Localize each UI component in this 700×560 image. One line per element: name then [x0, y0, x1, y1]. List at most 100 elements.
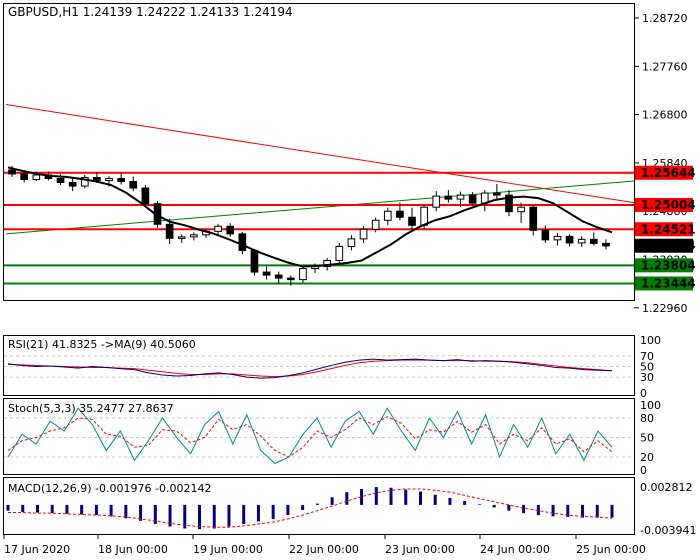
candle-bull: [420, 206, 428, 226]
trendline-up: [5, 180, 635, 235]
candle-bear: [117, 177, 125, 183]
stoch-axis-label: 80: [640, 412, 654, 425]
candle-bear: [589, 238, 598, 244]
candle-bull: [456, 194, 465, 200]
rsi-axis-label: 0: [640, 387, 647, 400]
candle-bear: [274, 274, 283, 279]
candle-bear: [141, 187, 150, 205]
candle-bear: [408, 216, 416, 226]
stoch-label: Stoch(5,3,3) 35.2477 27.8637: [8, 402, 174, 415]
candle-bull: [347, 238, 356, 247]
candle-bull: [577, 238, 586, 244]
candle-bear: [286, 277, 295, 281]
support-level-tag: [635, 276, 693, 291]
resistance-level-label: 1.25644: [641, 166, 696, 180]
resistance-level-label: 1.25004: [641, 198, 696, 212]
candle-bear: [226, 225, 235, 235]
time-tick-label: 23 Jun 00:00: [385, 543, 455, 556]
candle-bull: [214, 225, 222, 232]
support-level-tag: [635, 258, 693, 273]
price-tick-label: 1.27760: [642, 60, 688, 73]
current-price-tag: [635, 238, 693, 253]
candle-bear: [93, 176, 101, 182]
rsi-label: RSI(21) 41.8325 ->MA(9) 40.5060: [8, 338, 196, 351]
rsi-axis-label: 70: [640, 350, 654, 363]
stoch-axis-label: 20: [640, 451, 654, 464]
candle-bear: [8, 169, 16, 175]
rsi-ma-line: [7, 359, 613, 378]
candle-bull: [80, 176, 89, 187]
candle-bull: [383, 210, 392, 221]
time-tick-label: 22 Jun 00:00: [289, 543, 359, 556]
candle-bear: [165, 223, 174, 239]
candle-bear: [262, 271, 271, 276]
candle-bear: [505, 194, 513, 213]
time-tick-label: 19 Jun 00:00: [193, 543, 263, 556]
rsi-panel[interactable]: [4, 355, 634, 379]
candle-bull: [335, 245, 344, 262]
candle-bull: [190, 234, 198, 238]
candle-bear: [250, 249, 259, 273]
resistance-level-tag: [635, 165, 693, 180]
support-level-label: 1.23444: [641, 276, 696, 290]
candle-bear: [493, 192, 501, 196]
candle-bull: [105, 177, 113, 182]
candle-bear: [565, 235, 574, 244]
candle-bull: [432, 195, 441, 208]
candle-bull: [177, 236, 186, 239]
stoch-panel[interactable]: [4, 407, 634, 465]
macd-axis-label: 0.002812: [640, 481, 693, 494]
candle-bear: [444, 195, 453, 200]
time-tick-label: 17 Jun 2020: [4, 543, 70, 556]
moving-average-line: [7, 166, 613, 268]
candle-bear: [529, 206, 538, 231]
price-tick-label: 1.26800: [642, 109, 688, 122]
resistance-level-label: 1.24521: [641, 222, 696, 236]
rsi-panel-frame: [3, 335, 635, 396]
support-level-label: 1.23804: [641, 258, 696, 272]
chart-title: GBPUSD,H1 1.24139 1.24222 1.24133 1.2419…: [8, 5, 293, 19]
rsi-line: [7, 358, 613, 379]
axis-labels: 1.287201.277601.268001.258401.248801.239…: [3, 12, 696, 556]
macd-panel-frame: [3, 477, 635, 535]
candle-bull: [517, 206, 525, 213]
candle-bull: [371, 219, 380, 230]
price-tick-label: 1.22960: [642, 302, 688, 315]
price-panel[interactable]: [4, 104, 635, 286]
candle-bull: [359, 228, 368, 240]
rsi-axis-label: 100: [640, 334, 661, 347]
candle-bear: [68, 182, 77, 187]
main-panel-frame: [3, 3, 635, 301]
candle-bull: [32, 174, 41, 181]
stoch-axis-label: 50: [640, 432, 654, 445]
stoch-panel-frame: [3, 398, 635, 475]
resistance-level-tag: [635, 222, 693, 237]
macd-signal-line: [8, 488, 613, 528]
candle-bear: [129, 181, 138, 189]
macd-axis-label: -0.003941: [640, 524, 696, 537]
candle-bear: [602, 242, 610, 247]
macd-panel[interactable]: [6, 487, 614, 530]
resistance-level-tag: [635, 197, 693, 212]
rsi-axis-label: 50: [640, 361, 654, 374]
stoch-signal-line: [7, 416, 613, 458]
price-tick-label: 1.28720: [642, 12, 688, 25]
stoch-main-line: [7, 407, 613, 465]
time-tick-label: 18 Jun 00:00: [98, 543, 168, 556]
current-price-label: 1.24194: [641, 239, 696, 253]
candle-bear: [396, 210, 404, 218]
time-tick-label: 24 Jun 00:00: [480, 543, 550, 556]
candle-bear: [56, 177, 65, 184]
candle-bear: [20, 173, 29, 181]
stoch-axis-label: 0: [640, 464, 647, 477]
trendline-down: [5, 104, 635, 204]
time-tick-label: 25 Jun 00:00: [576, 543, 646, 556]
rsi-axis-label: 30: [640, 371, 654, 384]
candle-bull: [553, 235, 562, 241]
candle-bear: [468, 194, 477, 204]
candle-bear: [238, 233, 247, 251]
candle-bear: [541, 229, 550, 241]
stoch-axis-label: 100: [640, 399, 661, 412]
macd-label: MACD(12,26,9) -0.001976 -0.002142: [8, 482, 211, 495]
